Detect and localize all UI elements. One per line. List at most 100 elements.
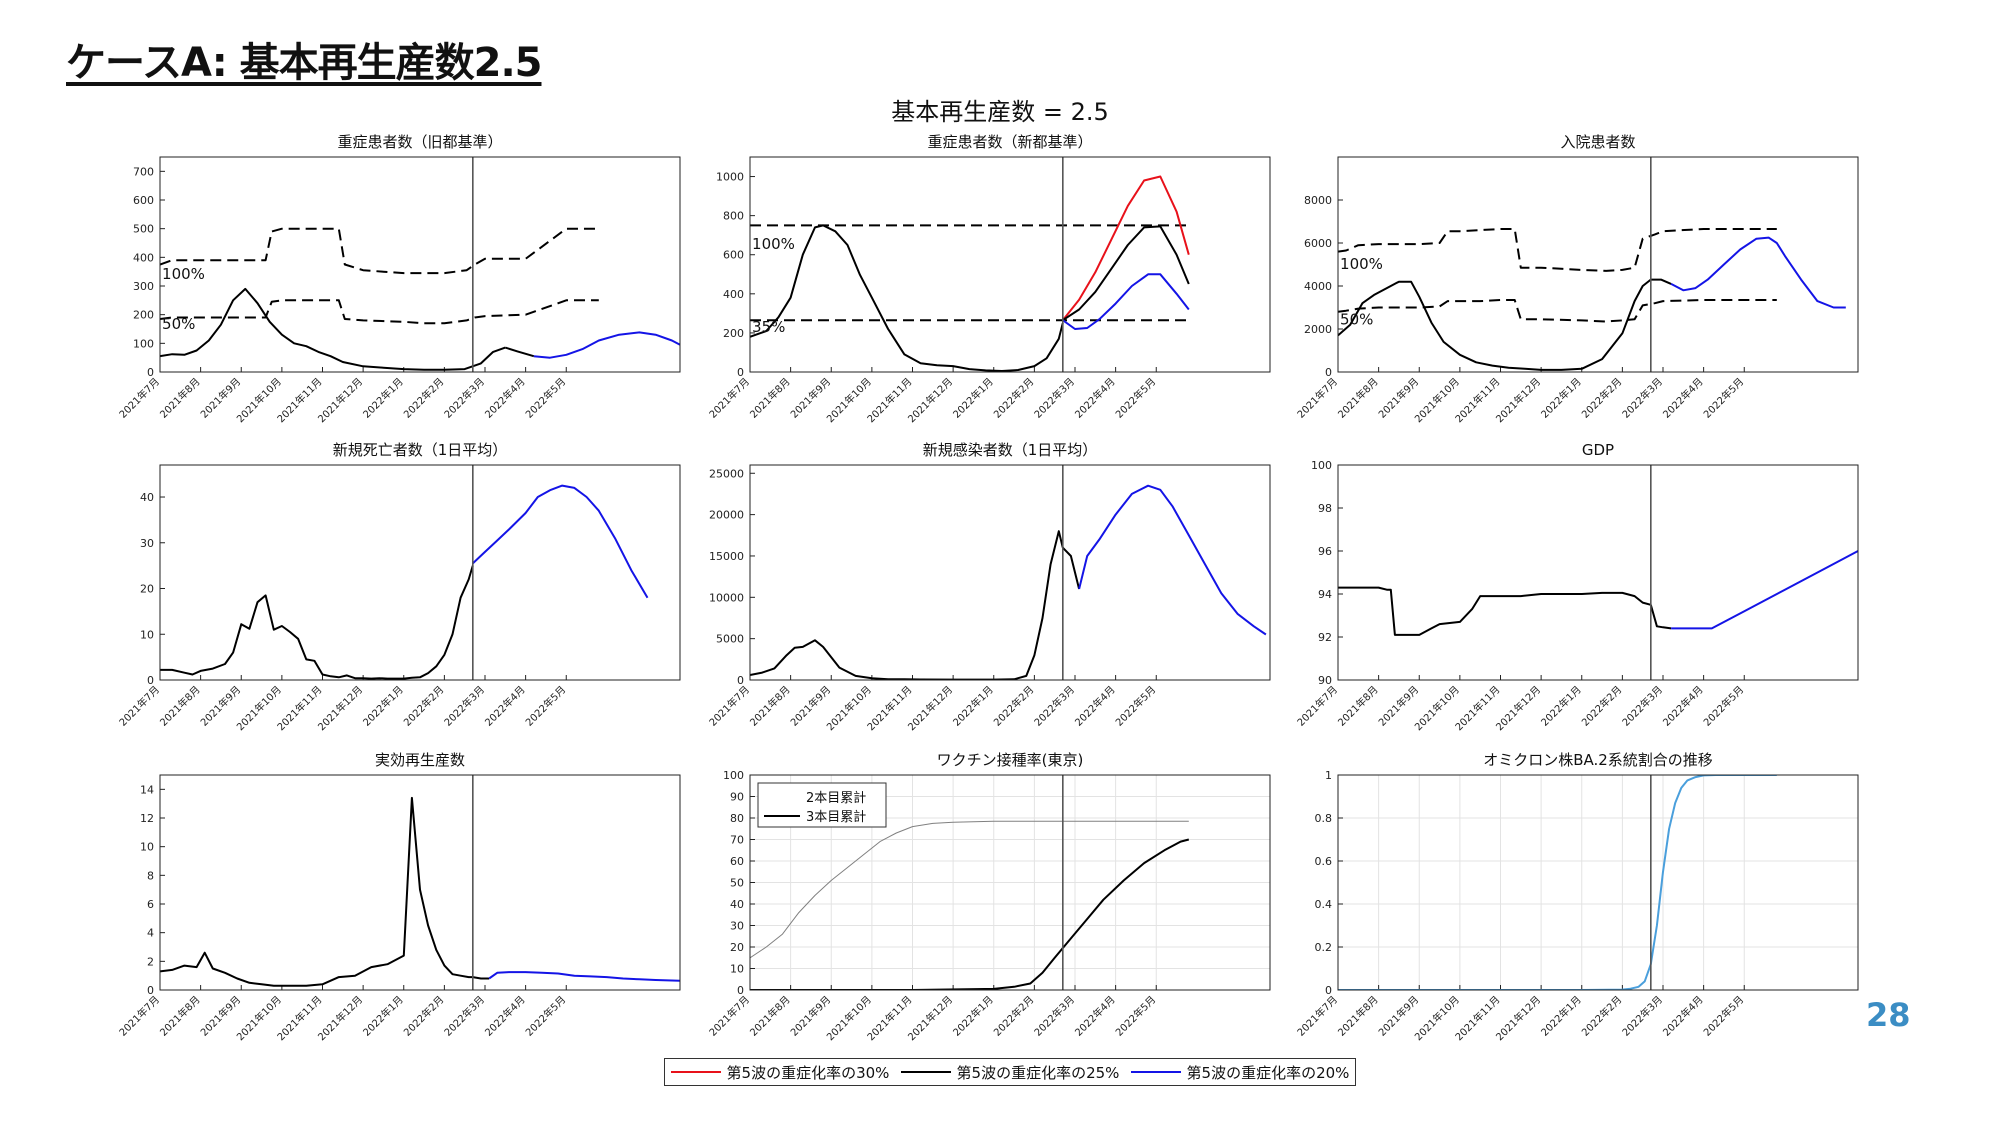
x-tick-label: 2022年5月: [1113, 993, 1159, 1039]
x-tick-label: 2022年5月: [523, 993, 569, 1039]
legend-item-30: 第5波の重症化率の30%: [670, 1062, 890, 1083]
threshold-label: 100%: [162, 265, 205, 283]
chart-legend: 第5波の重症化率の30% 第5波の重症化率の25% 第5波の重症化率の20%: [664, 1058, 1356, 1086]
inner-legend-box: [757, 782, 887, 828]
legend-label: 第5波の重症化率の30%: [726, 1063, 890, 1082]
legend-label: 第5波の重症化率の20%: [1186, 1063, 1350, 1082]
series-line: [1062, 273, 1190, 330]
chart-title: オミクロン株BA.2系統割合の推移: [1483, 751, 1713, 769]
y-tick-label: 40: [730, 898, 744, 911]
y-tick-label: 0: [737, 366, 744, 379]
chart-title: 重症患者数（新都基準）: [927, 133, 1092, 151]
x-tick-label: 2022年3月: [1031, 683, 1077, 729]
x-tick-label: 2021年7月: [706, 993, 752, 1039]
series-line: [160, 796, 473, 987]
x-tick-label: 2022年5月: [1701, 683, 1747, 729]
y-tick-label: 0: [737, 674, 744, 687]
x-tick-label: 2022年5月: [523, 375, 569, 421]
series-line: [1062, 225, 1190, 322]
series-line: [533, 331, 680, 359]
y-tick-label: 20: [730, 941, 744, 954]
plot-frame: [749, 774, 1271, 991]
inner-legend-label: 2本目累計: [806, 790, 866, 806]
threshold-label: 50%: [1340, 311, 1373, 329]
x-tick-label: 2021年7月: [116, 375, 162, 421]
y-tick-label: 400: [133, 251, 154, 264]
series-line: [488, 971, 680, 982]
y-tick-label: 90: [730, 791, 744, 804]
x-tick-label: 2022年2月: [401, 993, 447, 1039]
y-tick-label: 100: [1311, 459, 1332, 472]
y-tick-label: 25000: [709, 467, 744, 480]
y-tick-label: 2: [147, 955, 154, 968]
series-line: [472, 484, 649, 599]
x-tick-label: 2022年5月: [1113, 375, 1159, 421]
legend-item-25: 第5波の重症化率の25%: [900, 1062, 1119, 1083]
x-tick-label: 2022年2月: [1579, 683, 1625, 729]
threshold-label: 35%: [752, 318, 785, 336]
x-tick-label: 2021年9月: [1376, 683, 1422, 729]
x-tick-label: 2022年3月: [1619, 993, 1665, 1039]
x-tick-label: 2021年9月: [788, 993, 834, 1039]
y-tick-label: 10000: [709, 591, 744, 604]
chart-panel: ワクチン接種率(東京) 0 10 20 30 40 50 60 70 80 90 100 2021年7月…: [706, 751, 1271, 1043]
x-tick-label: 2022年5月: [1701, 375, 1747, 421]
y-tick-label: 70: [730, 834, 744, 847]
y-tick-label: 2000: [1304, 323, 1332, 336]
x-tick-label: 2022年5月: [523, 683, 569, 729]
y-tick-label: 12: [140, 812, 154, 825]
plot-frame: [159, 156, 681, 373]
x-tick-label: 2021年7月: [706, 375, 752, 421]
threshold-label: 50%: [162, 315, 195, 333]
page-number: 28: [1866, 996, 1911, 1034]
x-tick-label: 2021年9月: [1376, 993, 1422, 1039]
plot-frame: [749, 464, 1271, 681]
y-tick-label: 30: [140, 537, 154, 550]
chart-panel: 重症患者数（新都基準）020040060080010002021年7月2021年…: [706, 133, 1271, 425]
y-tick-label: 10: [140, 841, 154, 854]
plot-frame: [1337, 464, 1859, 681]
x-tick-label: 2022年4月: [1072, 993, 1118, 1039]
x-tick-label: 2022年2月: [401, 375, 447, 421]
y-tick-label: 96: [1318, 545, 1332, 558]
x-tick-label: 2021年8月: [747, 375, 793, 421]
y-tick-label: 90: [1318, 674, 1332, 687]
x-tick-label: 2022年4月: [1660, 993, 1706, 1039]
y-tick-label: 8000: [1304, 194, 1332, 207]
y-tick-label: 0: [147, 366, 154, 379]
y-tick-label: 0: [1325, 984, 1332, 997]
x-tick-label: 2021年8月: [157, 683, 203, 729]
y-tick-label: 1000: [716, 171, 744, 184]
x-tick-label: 2022年1月: [1538, 375, 1584, 421]
threshold-label: 100%: [752, 235, 795, 253]
plot-frame: [749, 156, 1271, 373]
series-line: [160, 565, 474, 680]
series-line: [750, 820, 1189, 959]
x-tick-label: 2021年7月: [1294, 683, 1340, 729]
x-tick-label: 2022年5月: [1113, 683, 1159, 729]
series-line: [1649, 604, 1672, 630]
y-tick-label: 600: [133, 194, 154, 207]
y-tick-label: 500: [133, 223, 154, 236]
x-tick-label: 2021年8月: [1335, 993, 1381, 1039]
x-tick-label: 2022年4月: [1660, 375, 1706, 421]
y-tick-label: 300: [133, 280, 154, 293]
series-line: [1650, 278, 1672, 285]
y-tick-label: 400: [723, 288, 744, 301]
series-line: [1338, 586, 1652, 636]
inner-legend-label: 3本目累計: [806, 809, 866, 825]
y-tick-label: 0.4: [1315, 898, 1333, 911]
x-tick-label: 2022年1月: [950, 993, 996, 1039]
x-tick-label: 2022年3月: [1031, 993, 1077, 1039]
x-tick-label: 2022年3月: [1619, 683, 1665, 729]
chart-title: 重症患者数（旧都基準）: [337, 133, 502, 151]
legend-line-blue: [1130, 1071, 1181, 1073]
series-line: [750, 838, 1190, 990]
x-tick-label: 2022年3月: [1031, 375, 1077, 421]
chart-title: 新規死亡者数（1日平均）: [333, 441, 508, 459]
series-line: [1062, 175, 1190, 321]
chart-panel: 新規感染者数（1日平均） 0 5000 10000 15000 20000 25000 202…: [706, 441, 1271, 733]
y-tick-label: 600: [723, 249, 744, 262]
